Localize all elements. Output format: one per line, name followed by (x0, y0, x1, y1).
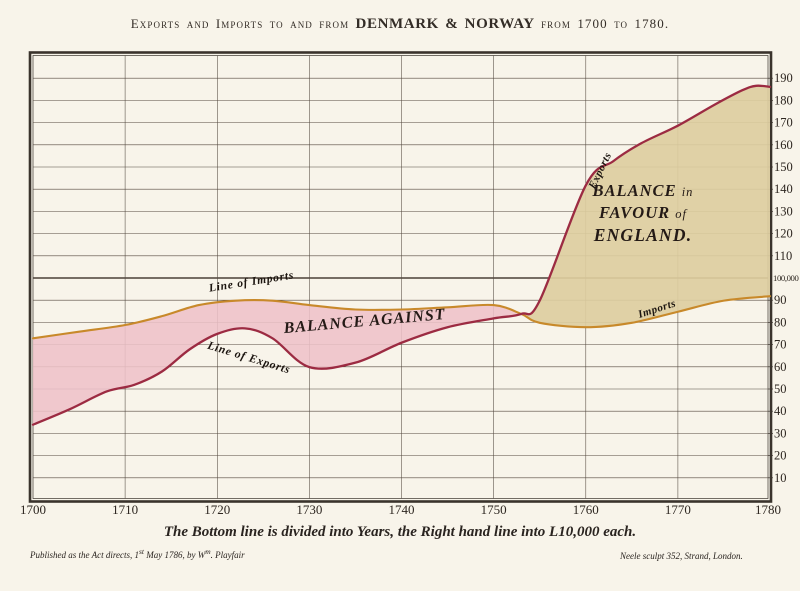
svg-text:190: 190 (774, 71, 793, 85)
svg-text:180: 180 (774, 93, 793, 107)
svg-text:1740: 1740 (389, 502, 415, 517)
svg-text:1780: 1780 (755, 502, 781, 517)
svg-text:ENGLAND.: ENGLAND. (593, 225, 693, 245)
svg-text:150: 150 (774, 160, 793, 174)
svg-text:50: 50 (774, 382, 787, 396)
svg-text:80: 80 (774, 315, 787, 329)
svg-text:FAVOUR of: FAVOUR of (598, 203, 688, 222)
svg-text:1760: 1760 (573, 502, 599, 517)
svg-text:100,000: 100,000 (773, 273, 799, 283)
svg-text:1700: 1700 (20, 502, 46, 517)
svg-text:130: 130 (774, 204, 793, 218)
svg-text:60: 60 (774, 360, 787, 374)
svg-text:1770: 1770 (665, 502, 691, 517)
svg-text:30: 30 (774, 426, 787, 440)
svg-text:20: 20 (774, 449, 787, 463)
svg-text:1750: 1750 (481, 502, 507, 517)
svg-text:1710: 1710 (112, 502, 138, 517)
svg-text:90: 90 (774, 293, 787, 307)
svg-text:10: 10 (774, 471, 787, 485)
svg-text:1720: 1720 (204, 502, 230, 517)
svg-text:170: 170 (774, 116, 793, 130)
svg-text:1730: 1730 (296, 502, 322, 517)
svg-text:40: 40 (774, 404, 787, 418)
svg-text:140: 140 (774, 182, 793, 196)
svg-text:Line of Exports: Line of Exports (205, 340, 292, 377)
svg-text:160: 160 (774, 138, 793, 152)
svg-text:70: 70 (774, 338, 787, 352)
svg-text:110: 110 (774, 249, 792, 263)
svg-text:Line of Imports: Line of Imports (207, 269, 295, 294)
svg-text:120: 120 (774, 227, 793, 241)
svg-text:BALANCE in: BALANCE in (592, 181, 694, 200)
